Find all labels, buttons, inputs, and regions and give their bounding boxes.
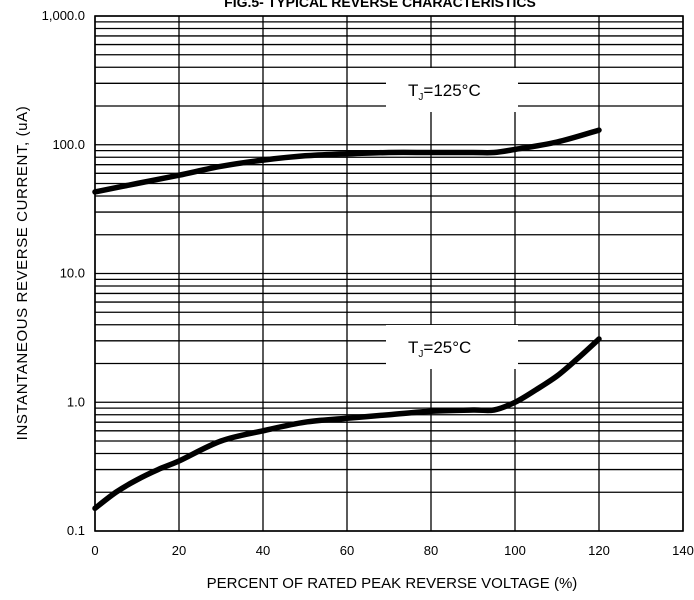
x-tick-label: 100 (504, 543, 526, 558)
x-tick-label: 80 (424, 543, 438, 558)
x-tick-label: 140 (672, 543, 694, 558)
series-label-1: TJ=25°C (408, 338, 471, 360)
plot-frame (94, 15, 684, 532)
tick-labels: 0 20 40 60 80 100 120 140 0.1 1.0 10.0 100.0 1,000.0 (42, 8, 694, 558)
series-line-1 (92, 336, 602, 512)
series-label-subscript: J (418, 349, 423, 360)
x-tick-label: 120 (588, 543, 610, 558)
x-tick-label: 40 (256, 543, 270, 558)
series-label-main: T (408, 338, 418, 357)
series-line-0 (92, 127, 602, 195)
series-label-value: =25°C (423, 338, 471, 357)
series-label-subscript: J (418, 92, 423, 103)
x-tick-label: 60 (340, 543, 354, 558)
series-label-value: =125°C (423, 81, 480, 100)
chart-title: FIG.5- TYPICAL REVERSE CHARACTERISTICS (224, 0, 536, 10)
y-tick-label: 100.0 (52, 137, 85, 152)
x-axis-label: PERCENT OF RATED PEAK REVERSE VOLTAGE (%… (207, 575, 578, 592)
y-tick-label: 0.1 (67, 523, 85, 538)
series-curves: TJ=125°CTJ=25°C (92, 68, 602, 512)
y-tick-label: 10.0 (60, 266, 85, 281)
series-label-0: TJ=125°C (408, 81, 481, 103)
series-label-background (386, 68, 518, 112)
series-label-main: T (408, 81, 418, 100)
x-tick-label: 0 (91, 543, 98, 558)
series-label-background (386, 325, 518, 369)
y-tick-label: 1.0 (67, 394, 85, 409)
y-axis-label: INSTANTANEOUS REVERSE CURRENT, (uA) (14, 106, 31, 441)
x-tick-label: 20 (172, 543, 186, 558)
y-tick-label: 1,000.0 (42, 8, 85, 23)
